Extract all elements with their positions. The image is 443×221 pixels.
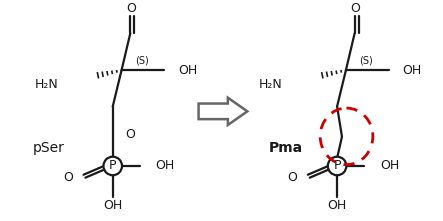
- Text: P: P: [333, 160, 341, 172]
- Text: P: P: [109, 160, 117, 172]
- Text: OH: OH: [380, 160, 399, 172]
- Text: O: O: [287, 171, 297, 184]
- Text: pSer: pSer: [33, 141, 65, 155]
- Text: OH: OH: [327, 200, 347, 212]
- Text: H₂N: H₂N: [259, 78, 283, 91]
- Text: OH: OH: [178, 64, 197, 77]
- Text: O: O: [63, 171, 73, 184]
- Circle shape: [104, 157, 122, 175]
- Text: O: O: [125, 128, 135, 141]
- Text: (S): (S): [135, 56, 149, 66]
- Text: Pma: Pma: [269, 141, 303, 155]
- Text: OH: OH: [155, 160, 175, 172]
- Text: O: O: [351, 2, 361, 15]
- FancyArrow shape: [198, 98, 247, 125]
- Text: O: O: [126, 2, 136, 15]
- Circle shape: [328, 157, 346, 175]
- Text: OH: OH: [103, 200, 122, 212]
- Text: OH: OH: [402, 64, 422, 77]
- Text: H₂N: H₂N: [35, 78, 58, 91]
- Text: (S): (S): [360, 56, 373, 66]
